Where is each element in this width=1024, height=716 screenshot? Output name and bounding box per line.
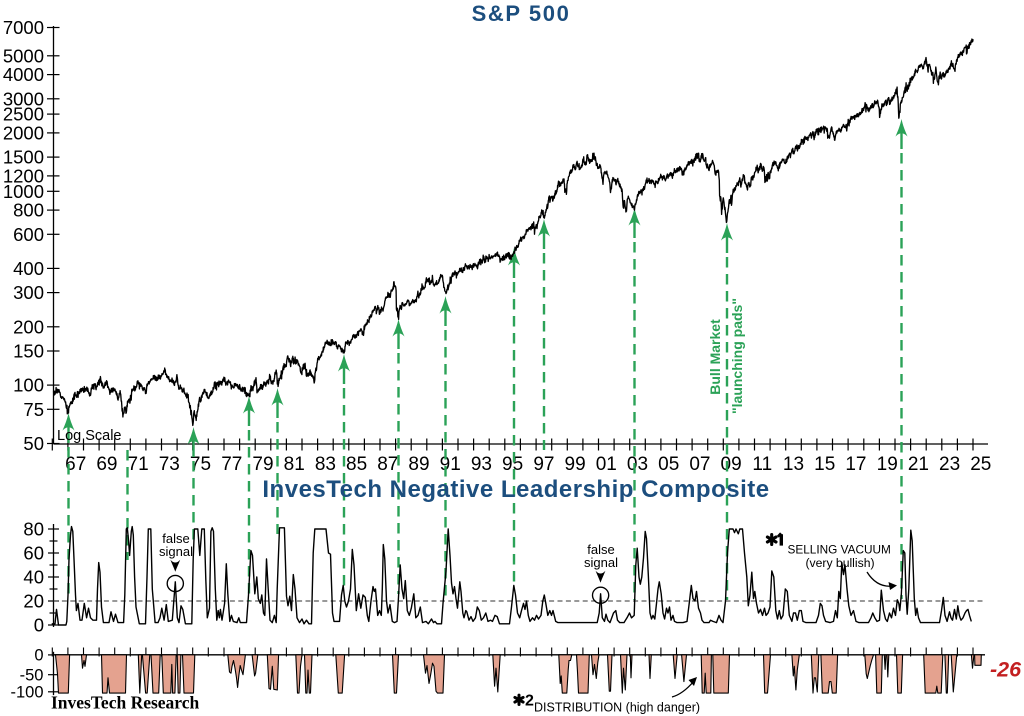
svg-text:2: 2 xyxy=(525,693,534,710)
svg-text:false: false xyxy=(587,542,614,557)
svg-text:200: 200 xyxy=(13,316,44,337)
svg-text:05: 05 xyxy=(658,454,679,475)
svg-text:50: 50 xyxy=(23,433,44,454)
svg-text:17: 17 xyxy=(845,454,866,475)
svg-text:"launching pads": "launching pads" xyxy=(729,298,745,414)
svg-text:93: 93 xyxy=(471,454,492,475)
svg-text:71: 71 xyxy=(128,454,149,475)
svg-text:91: 91 xyxy=(440,454,461,475)
svg-text:81: 81 xyxy=(284,454,305,475)
svg-text:07: 07 xyxy=(689,454,710,475)
svg-text:95: 95 xyxy=(502,454,523,475)
svg-text:19: 19 xyxy=(877,454,898,475)
svg-text:85: 85 xyxy=(346,454,367,475)
svg-text:75: 75 xyxy=(23,399,44,420)
svg-text:2500: 2500 xyxy=(3,104,44,125)
svg-text:DISTRIBUTION (high danger): DISTRIBUTION (high danger) xyxy=(534,701,700,715)
svg-text:7000: 7000 xyxy=(3,17,44,38)
svg-text:09: 09 xyxy=(721,454,742,475)
svg-text:69: 69 xyxy=(96,454,117,475)
svg-text:1500: 1500 xyxy=(3,147,44,168)
svg-text:3000: 3000 xyxy=(3,88,44,109)
svg-text:800: 800 xyxy=(13,200,44,221)
svg-text:0: 0 xyxy=(34,615,44,636)
svg-text:signal: signal xyxy=(159,544,193,559)
svg-text:40: 40 xyxy=(23,567,44,588)
svg-text:20: 20 xyxy=(23,591,44,612)
svg-text:4000: 4000 xyxy=(3,64,44,85)
svg-text:99: 99 xyxy=(565,454,586,475)
svg-text:80: 80 xyxy=(23,519,44,540)
svg-text:67: 67 xyxy=(65,454,86,475)
svg-text:2000: 2000 xyxy=(3,122,44,143)
svg-text:01: 01 xyxy=(596,454,617,475)
svg-text:-26: -26 xyxy=(990,658,1022,682)
svg-text:400: 400 xyxy=(13,258,44,279)
svg-text:Bull Market: Bull Market xyxy=(707,319,723,395)
svg-text:13: 13 xyxy=(783,454,804,475)
svg-text:21: 21 xyxy=(908,454,929,475)
svg-text:(very bullish): (very bullish) xyxy=(805,556,874,570)
svg-text:-100: -100 xyxy=(10,684,43,702)
svg-text:15: 15 xyxy=(814,454,835,475)
svg-text:150: 150 xyxy=(13,341,44,362)
svg-text:signal: signal xyxy=(584,555,618,570)
svg-text:11: 11 xyxy=(752,454,772,475)
svg-text:87: 87 xyxy=(377,454,398,475)
svg-text:5000: 5000 xyxy=(3,45,44,66)
svg-text:S&P 500: S&P 500 xyxy=(472,1,571,26)
svg-text:25: 25 xyxy=(970,454,991,475)
svg-text:600: 600 xyxy=(13,224,44,245)
svg-text:SELLING VACUUM: SELLING VACUUM xyxy=(788,543,891,557)
svg-text:false: false xyxy=(162,531,189,546)
svg-text:1000: 1000 xyxy=(3,181,44,202)
svg-text:83: 83 xyxy=(315,454,336,475)
svg-text:60: 60 xyxy=(23,543,44,564)
svg-text:300: 300 xyxy=(13,282,44,303)
svg-text:InvesTech Negative Leadership: InvesTech Negative Leadership Composite xyxy=(262,476,769,503)
svg-text:Log Scale: Log Scale xyxy=(57,428,122,444)
svg-text:0: 0 xyxy=(34,647,43,665)
svg-text:75: 75 xyxy=(190,454,211,475)
svg-text:89: 89 xyxy=(408,454,429,475)
svg-text:100: 100 xyxy=(13,375,44,396)
svg-text:23: 23 xyxy=(939,454,960,475)
svg-text:InvesTech Research: InvesTech Research xyxy=(51,693,200,713)
svg-text:03: 03 xyxy=(627,454,648,475)
svg-text:97: 97 xyxy=(533,454,554,475)
svg-text:73: 73 xyxy=(159,454,180,475)
svg-text:1200: 1200 xyxy=(3,165,44,186)
svg-text:79: 79 xyxy=(252,454,273,475)
svg-text:77: 77 xyxy=(221,454,242,475)
svg-text:-50: -50 xyxy=(20,667,44,685)
